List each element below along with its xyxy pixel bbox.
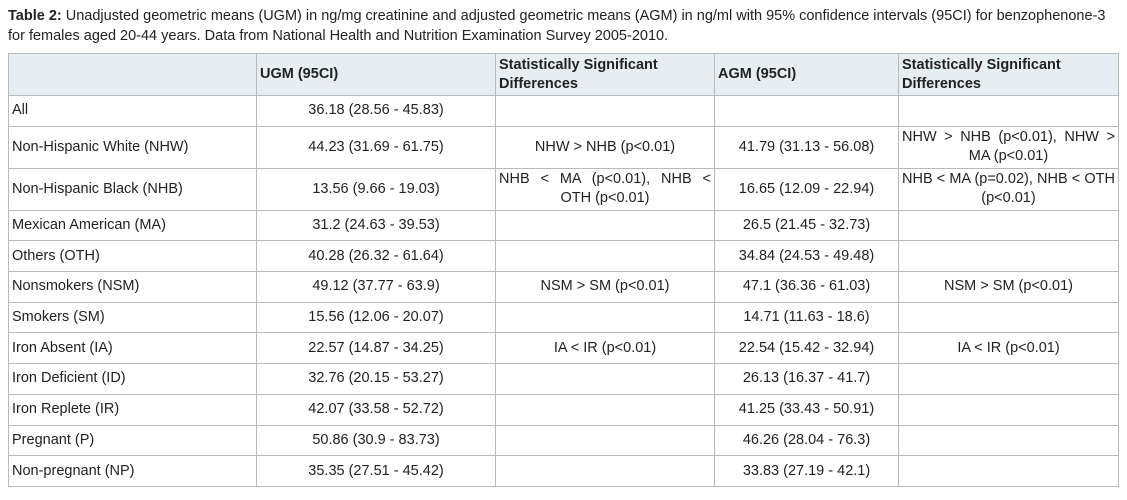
- cell-agm: 47.1 (36.36 - 61.03): [714, 271, 899, 303]
- cell-ugm-significance: NHW > NHB (p<0.01): [495, 125, 715, 169]
- cell-group: Non-Hispanic Black (NHB): [8, 167, 257, 211]
- data-table: UGM (95CI) Statistically Significant Dif…: [8, 53, 1119, 487]
- cell-agm: 14.71 (11.63 - 18.6): [714, 301, 899, 334]
- cell-ugm: 22.57 (14.87 - 34.25): [256, 332, 496, 365]
- header-agm: AGM (95CI): [714, 53, 899, 96]
- table-row: All 36.18 (28.56 - 45.83): [8, 95, 1119, 127]
- table-row: Non-Hispanic White (NHW) 44.23 (31.69 - …: [8, 125, 1119, 169]
- header-agm-significance: Statistically Significant Differences: [898, 53, 1119, 96]
- header-group: [8, 53, 257, 96]
- table-row: Others (OTH) 40.28 (26.32 - 61.64) 34.84…: [8, 240, 1119, 273]
- cell-ugm: 40.28 (26.32 - 61.64): [256, 240, 496, 273]
- cell-agm-significance: [898, 455, 1119, 487]
- cell-ugm-significance: [495, 393, 715, 426]
- cell-group: Non-Hispanic White (NHW): [8, 125, 257, 169]
- cell-agm-significance: IA < IR (p<0.01): [898, 332, 1119, 365]
- cell-ugm: 35.35 (27.51 - 45.42): [256, 455, 496, 487]
- cell-agm: 16.65 (12.09 - 22.94): [714, 167, 899, 211]
- cell-ugm: 13.56 (9.66 - 19.03): [256, 167, 496, 211]
- cell-agm-significance: NHW > NHB (p<0.01), NHW > MA (p<0.01): [898, 125, 1119, 169]
- cell-agm: 34.84 (24.53 - 49.48): [714, 240, 899, 273]
- cell-ugm-significance: [495, 424, 715, 457]
- table-caption: Table 2: Unadjusted geometric means (UGM…: [8, 6, 1118, 46]
- cell-group: Iron Replete (IR): [8, 393, 257, 426]
- cell-agm: 26.5 (21.45 - 32.73): [714, 209, 899, 242]
- cell-ugm-significance: [495, 209, 715, 242]
- table-row: Non-pregnant (NP) 35.35 (27.51 - 45.42) …: [8, 455, 1119, 487]
- cell-agm-significance: [898, 363, 1119, 395]
- cell-agm-significance: [898, 393, 1119, 426]
- cell-ugm: 50.86 (30.9 - 83.73): [256, 424, 496, 457]
- cell-agm: 41.25 (33.43 - 50.91): [714, 393, 899, 426]
- cell-agm-significance: [898, 95, 1119, 127]
- cell-ugm: 15.56 (12.06 - 20.07): [256, 301, 496, 334]
- cell-group: Others (OTH): [8, 240, 257, 273]
- table-caption-text: Unadjusted geometric means (UGM) in ng/m…: [8, 8, 1106, 44]
- table-row: Iron Replete (IR) 42.07 (33.58 - 52.72) …: [8, 393, 1119, 426]
- table-body: All 36.18 (28.56 - 45.83) Non-Hispanic W…: [8, 95, 1119, 487]
- cell-ugm-significance: [495, 240, 715, 273]
- table-row: Nonsmokers (NSM) 49.12 (37.77 - 63.9) NS…: [8, 271, 1119, 303]
- header-ugm: UGM (95CI): [256, 53, 496, 96]
- table-caption-label: Table 2:: [8, 8, 62, 24]
- cell-ugm: 31.2 (24.63 - 39.53): [256, 209, 496, 242]
- cell-group: Smokers (SM): [8, 301, 257, 334]
- cell-group: Nonsmokers (NSM): [8, 271, 257, 303]
- cell-agm: 46.26 (28.04 - 76.3): [714, 424, 899, 457]
- cell-agm: 22.54 (15.42 - 32.94): [714, 332, 899, 365]
- cell-agm-significance: [898, 240, 1119, 273]
- cell-ugm-significance: [495, 301, 715, 334]
- table-row: Non-Hispanic Black (NHB) 13.56 (9.66 - 1…: [8, 167, 1119, 211]
- table-row: Mexican American (MA) 31.2 (24.63 - 39.5…: [8, 209, 1119, 242]
- cell-group: Pregnant (P): [8, 424, 257, 457]
- table-row: Pregnant (P) 50.86 (30.9 - 83.73) 46.26 …: [8, 424, 1119, 457]
- cell-ugm: 32.76 (20.15 - 53.27): [256, 363, 496, 395]
- cell-agm-significance: [898, 424, 1119, 457]
- cell-ugm-significance: [495, 455, 715, 487]
- cell-agm-significance: [898, 301, 1119, 334]
- cell-agm: 41.79 (31.13 - 56.08): [714, 125, 899, 169]
- header-ugm-significance: Statistically Significant Differences: [495, 53, 715, 96]
- table-row: Smokers (SM) 15.56 (12.06 - 20.07) 14.71…: [8, 301, 1119, 334]
- cell-agm: [714, 95, 899, 127]
- cell-group: Iron Absent (IA): [8, 332, 257, 365]
- table-row: Iron Absent (IA) 22.57 (14.87 - 34.25) I…: [8, 332, 1119, 365]
- cell-group: All: [8, 95, 257, 127]
- cell-ugm: 44.23 (31.69 - 61.75): [256, 125, 496, 169]
- cell-group: Iron Deficient (ID): [8, 363, 257, 395]
- table-row: Iron Deficient (ID) 32.76 (20.15 - 53.27…: [8, 363, 1119, 395]
- cell-ugm: 36.18 (28.56 - 45.83): [256, 95, 496, 127]
- cell-ugm-significance: NSM > SM (p<0.01): [495, 271, 715, 303]
- cell-ugm-significance: [495, 363, 715, 395]
- cell-agm-significance: [898, 209, 1119, 242]
- cell-group: Mexican American (MA): [8, 209, 257, 242]
- cell-ugm: 42.07 (33.58 - 52.72): [256, 393, 496, 426]
- cell-ugm: 49.12 (37.77 - 63.9): [256, 271, 496, 303]
- cell-agm-significance: NHB < MA (p=0.02), NHB < OTH (p<0.01): [898, 167, 1119, 211]
- cell-ugm-significance: IA < IR (p<0.01): [495, 332, 715, 365]
- table-header-row: UGM (95CI) Statistically Significant Dif…: [8, 53, 1119, 96]
- cell-agm-significance: NSM > SM (p<0.01): [898, 271, 1119, 303]
- cell-agm: 26.13 (16.37 - 41.7): [714, 363, 899, 395]
- cell-ugm-significance: NHB < MA (p<0.01), NHB < OTH (p<0.01): [495, 167, 715, 211]
- cell-group: Non-pregnant (NP): [8, 455, 257, 487]
- cell-ugm-significance: [495, 95, 715, 127]
- cell-agm: 33.83 (27.19 - 42.1): [714, 455, 899, 487]
